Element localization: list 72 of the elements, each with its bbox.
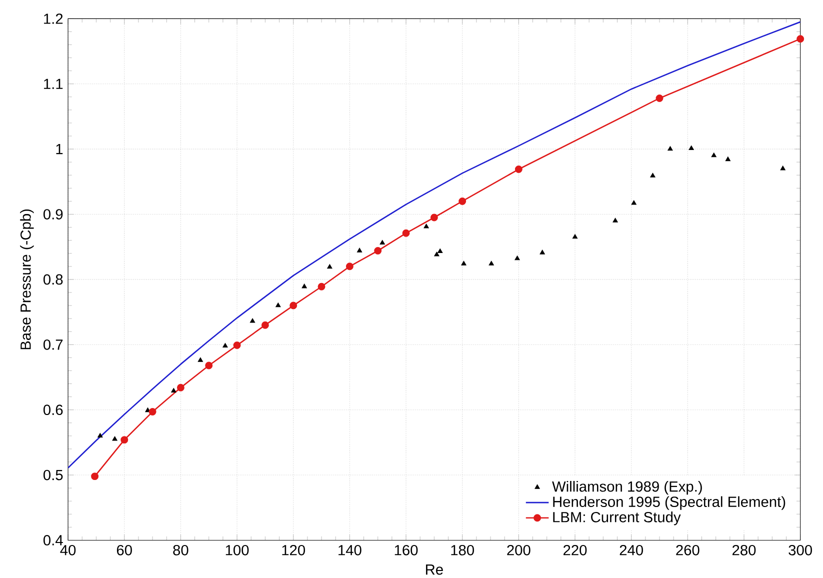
point xyxy=(434,252,440,256)
x-tick-label: 260 xyxy=(676,545,700,556)
point xyxy=(711,152,716,158)
point xyxy=(346,262,354,270)
y-tick-label: 0.4 xyxy=(43,535,63,546)
legend-label: Williamson 1989 (Exp.) xyxy=(552,481,702,495)
x-tick-label: 200 xyxy=(507,545,530,556)
point xyxy=(461,261,466,266)
point xyxy=(650,173,656,178)
point xyxy=(205,362,213,370)
point xyxy=(198,358,203,362)
x-axis-title: Re xyxy=(426,564,443,575)
point xyxy=(112,436,118,441)
x-tick-label: 100 xyxy=(226,545,249,556)
point xyxy=(233,342,241,350)
y-tick-label: 0.5 xyxy=(43,470,63,480)
point xyxy=(631,200,636,205)
point xyxy=(91,472,99,480)
y-tick-label: 0.6 xyxy=(43,404,63,416)
point xyxy=(780,166,786,170)
x-tick-label: 80 xyxy=(173,545,188,556)
point xyxy=(458,198,466,206)
point xyxy=(222,343,228,348)
point xyxy=(261,322,269,330)
point xyxy=(327,264,332,269)
y-tick-label: 1.2 xyxy=(44,14,63,24)
point xyxy=(120,436,128,444)
point xyxy=(488,261,494,266)
point xyxy=(171,388,176,393)
point xyxy=(540,250,545,255)
point xyxy=(514,166,522,174)
x-tick-label: 60 xyxy=(116,545,132,556)
x-tick-label: 240 xyxy=(620,545,643,556)
y-tick-label: 1 xyxy=(56,144,63,154)
x-tick-label: 160 xyxy=(394,545,418,556)
x-tick-label: 140 xyxy=(338,545,362,556)
point xyxy=(374,247,382,255)
point xyxy=(438,248,443,254)
x-tick-label: 120 xyxy=(282,545,306,556)
point xyxy=(148,408,156,416)
y-tick-label: 1.1 xyxy=(44,79,63,90)
x-tick-label: 180 xyxy=(451,545,474,556)
y-tick-label: 0.7 xyxy=(43,340,63,350)
point xyxy=(380,240,385,245)
point xyxy=(688,146,694,150)
point xyxy=(276,302,281,308)
point xyxy=(402,230,410,238)
point xyxy=(430,214,438,222)
point xyxy=(656,94,664,102)
x-tick-label: 220 xyxy=(564,545,587,556)
x-tick-label: 280 xyxy=(732,545,756,556)
x-tick-label: 40 xyxy=(60,545,76,556)
point xyxy=(514,256,520,260)
point xyxy=(98,433,103,438)
x-tick-label: 300 xyxy=(788,545,812,556)
legend-label: LBM: Current Study xyxy=(553,512,681,526)
point xyxy=(668,146,673,151)
y-tick-label: 0.9 xyxy=(43,209,63,220)
point xyxy=(612,218,618,223)
point xyxy=(250,318,256,323)
point xyxy=(176,384,184,392)
legend-label: Henderson 1995 (Spectral Element) xyxy=(553,496,786,510)
point xyxy=(572,234,578,239)
point xyxy=(796,35,804,43)
y-tick-label: 0.8 xyxy=(43,274,63,285)
point xyxy=(356,248,362,253)
point xyxy=(290,302,298,310)
point xyxy=(424,224,429,228)
point xyxy=(302,284,307,288)
y-axis-title: Base Pressure (-Cpb) xyxy=(20,210,34,350)
point xyxy=(725,156,731,162)
point xyxy=(318,283,326,291)
